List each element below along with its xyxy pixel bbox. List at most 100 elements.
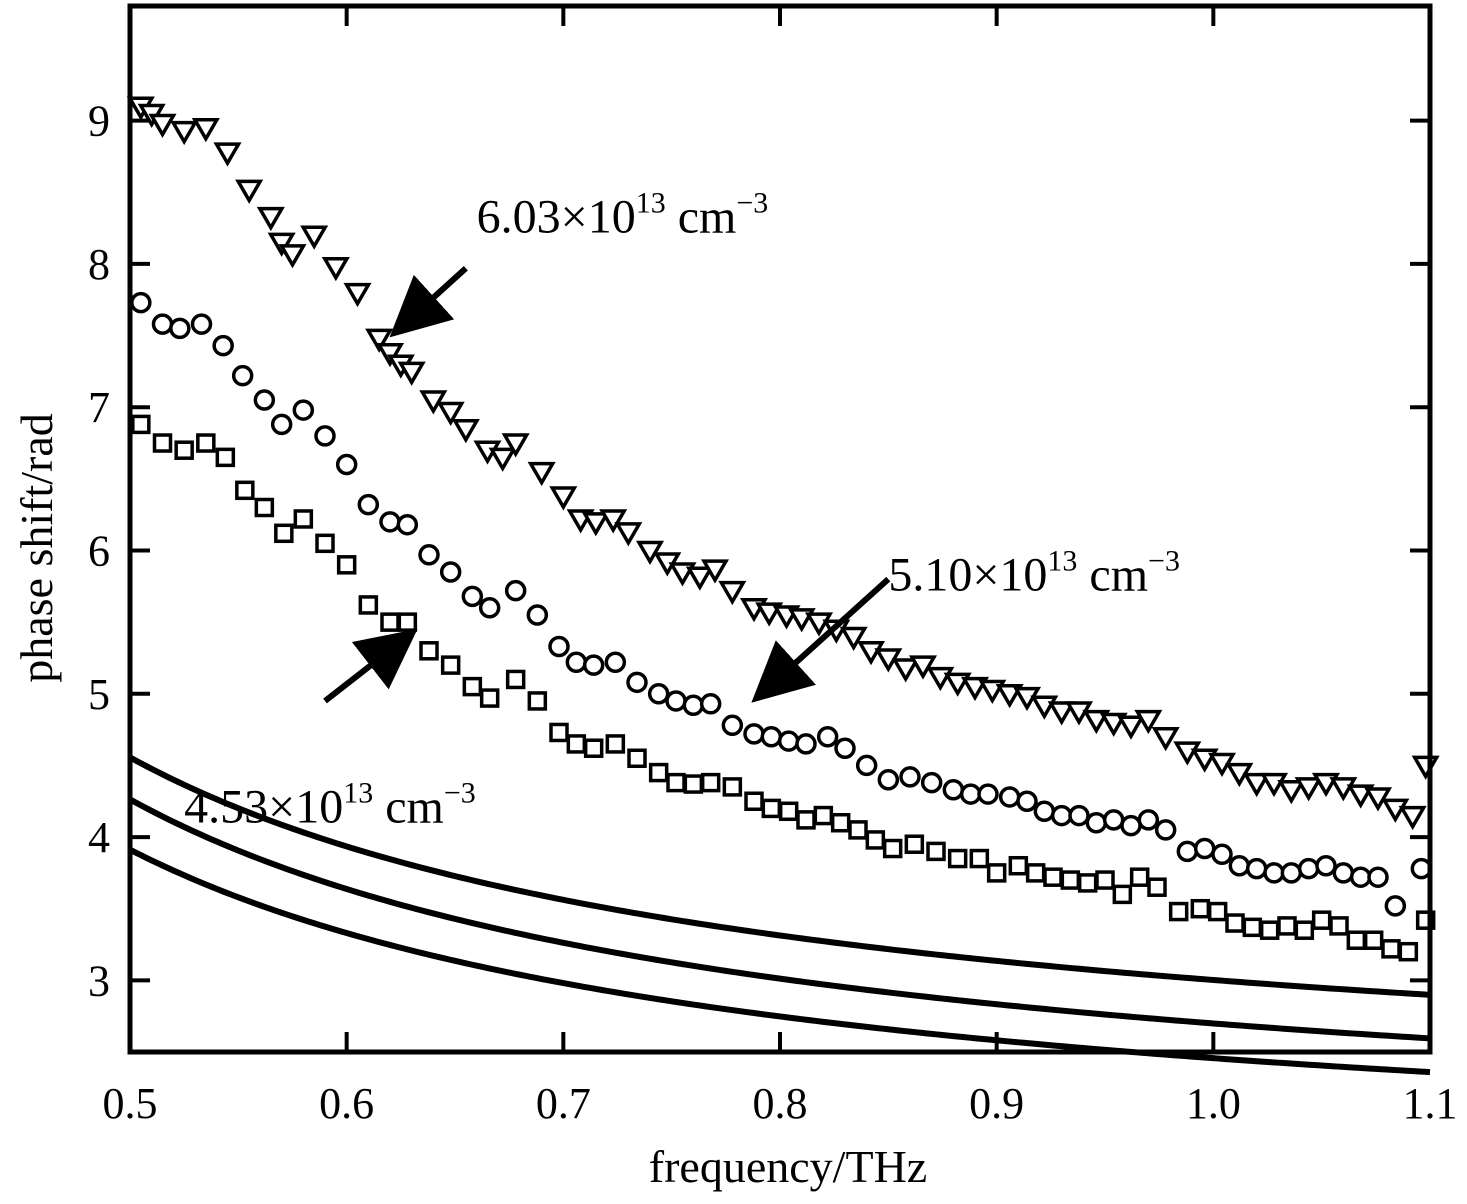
data-point-series-2: [796, 810, 816, 830]
data-point-series-1: [151, 313, 174, 335]
data-point-series-0: [300, 225, 329, 250]
annotation-arrow-0: [389, 265, 468, 338]
data-point-series-1: [418, 544, 440, 566]
x-axis-ticks: 0.5 0.6 0.7 0.8 0.9 1.0 1.1: [103, 6, 1458, 1128]
data-point-series-1: [231, 364, 254, 387]
annotation-exponent: 13: [1047, 545, 1077, 578]
data-point-series-2: [196, 433, 216, 453]
data-point-series-1: [1176, 840, 1199, 863]
annotation-unit-exponent: −3: [736, 186, 768, 219]
data-point-series-1: [977, 783, 999, 805]
data-point-series-2: [566, 734, 587, 754]
data-point-series-1: [1033, 800, 1056, 823]
data-point-series-2: [1242, 917, 1263, 938]
data-point-series-0: [908, 655, 938, 680]
data-point-series-0: [488, 447, 517, 472]
data-point-series-2: [627, 748, 647, 769]
x-tick-label: 1.0: [1186, 1079, 1241, 1128]
data-point-series-1: [1016, 790, 1038, 812]
x-tick-label: 0.7: [536, 1079, 591, 1128]
data-point-series-2: [700, 772, 721, 793]
data-point-series-1: [439, 561, 462, 583]
annotation-unit: cm: [373, 781, 444, 834]
data-point-series-2: [152, 433, 173, 453]
data-point-series-1: [855, 754, 878, 777]
data-point-series-1: [877, 769, 900, 791]
data-point-series-2: [479, 688, 500, 708]
annotation-label-1: 5.10×1013 cm−3: [888, 545, 1180, 602]
annotation-label-0: 6.03×1013 cm−3: [477, 186, 769, 243]
data-point-series-2: [761, 798, 782, 819]
data-point-series-2: [1190, 898, 1211, 919]
data-point-series-1: [816, 726, 839, 748]
annotation-unit-exponent: −3: [1148, 545, 1180, 578]
data-point-series-0: [436, 401, 465, 426]
data-point-series-2: [830, 812, 851, 833]
data-point-series-1: [1050, 804, 1073, 827]
data-point-series-2: [904, 834, 925, 854]
y-axis-title: phase shift/rad: [11, 413, 62, 683]
data-point-series-0: [856, 641, 886, 666]
data-point-series-2: [1381, 939, 1401, 959]
fit-curve-0: [128, 754, 1431, 998]
data-point-series-1: [1137, 809, 1160, 831]
data-point-series-1: [270, 413, 293, 436]
x-tick-label: 0.5: [103, 1079, 158, 1128]
data-point-series-1: [1297, 857, 1320, 880]
data-point-series-2: [813, 805, 834, 826]
data-point-series-1: [190, 313, 213, 335]
data-point-series-0: [278, 244, 307, 269]
data-point-series-1: [292, 399, 315, 421]
data-point-series-2: [274, 523, 294, 544]
data-point-series-2: [174, 440, 194, 460]
data-point-series-2: [865, 830, 886, 850]
data-point-series-0: [599, 509, 628, 534]
data-point-series-0: [451, 418, 480, 444]
data-point-series-1: [314, 425, 336, 447]
data-point-series-2: [778, 801, 799, 822]
data-point-series-2: [1398, 941, 1419, 962]
x-tick-label: 0.9: [969, 1079, 1024, 1128]
data-point-series-0: [375, 343, 405, 368]
data-point-series-0: [235, 179, 264, 204]
data-point-series-1: [212, 334, 234, 357]
y-tick-label: 7: [88, 383, 110, 432]
data-point-series-2: [254, 497, 275, 518]
data-point-series-1: [1193, 837, 1216, 860]
data-point-series-2: [722, 777, 743, 797]
data-point-series-0: [148, 113, 177, 138]
data-point-series-1: [1068, 804, 1090, 827]
data-point-series-1: [1315, 854, 1337, 877]
data-point-series-2: [1346, 930, 1367, 950]
data-point-series-1: [721, 714, 744, 737]
data-point-series-0: [549, 486, 578, 511]
data-point-series-1: [795, 733, 817, 755]
data-point-series-2: [380, 612, 400, 632]
fit-curve-1: [128, 796, 1431, 1042]
data-point-series-2: [336, 555, 357, 575]
data-point-series-0: [614, 522, 643, 547]
data-point-series-1: [1120, 814, 1142, 837]
data-point-series-1: [1332, 862, 1355, 884]
data-point-series-2: [1225, 913, 1245, 933]
data-point-series-2: [1095, 870, 1115, 890]
data-point-series-1: [760, 726, 783, 748]
data-point-series-2: [1329, 916, 1349, 936]
data-point-series-2: [1112, 884, 1133, 905]
data-point-series-2: [605, 734, 626, 754]
data-point-series-0: [1259, 772, 1289, 798]
data-point-series-0: [1173, 741, 1202, 766]
data-point-series-1: [526, 604, 549, 626]
data-point-series-0: [685, 566, 714, 591]
data-point-series-2: [462, 676, 483, 697]
data-point-series-2: [1008, 855, 1029, 876]
data-point-series-2: [1060, 870, 1081, 890]
data-point-series-0: [581, 512, 610, 537]
data-point-series-0: [1134, 709, 1163, 735]
data-point-series-1: [1102, 809, 1125, 831]
data-point-series-2: [666, 772, 686, 793]
data-point-series-2: [527, 691, 548, 711]
data-point-series-2: [440, 655, 461, 675]
data-point-series-0: [321, 257, 350, 282]
annotation-unit-exponent: −3: [444, 777, 476, 810]
